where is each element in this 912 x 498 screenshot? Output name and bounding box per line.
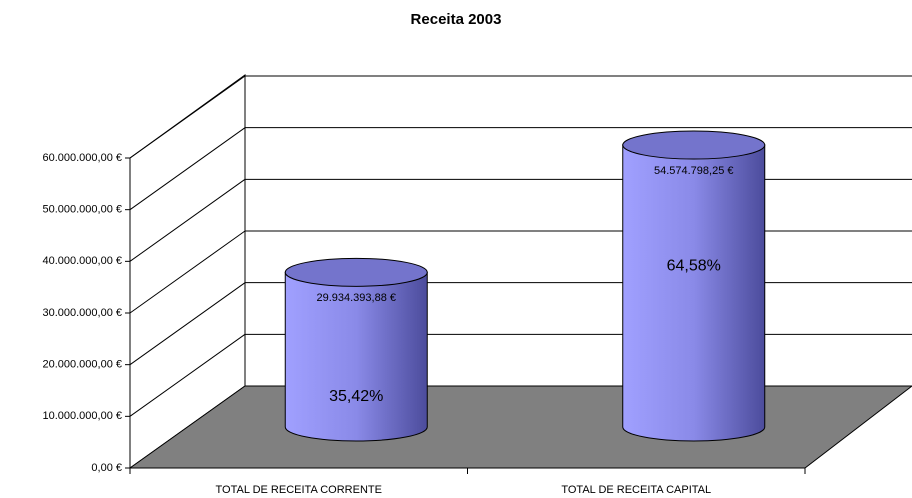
grid-line <box>129 282 246 366</box>
grid-line <box>129 127 246 211</box>
value-label: 54.574.798,25 € <box>654 165 734 177</box>
y-tick-label: 40.000.000,00 € <box>42 255 122 267</box>
percent-label: 35,42% <box>329 388 383 405</box>
bar <box>622 144 766 442</box>
y-tick-label: 0,00 € <box>91 462 122 474</box>
y-tick-label: 50.000.000,00 € <box>42 204 122 216</box>
y-tick-label: 30.000.000,00 € <box>42 307 122 319</box>
x-tick-label: TOTAL DE RECEITA CAPITAL <box>561 484 711 496</box>
x-tick-label: TOTAL DE RECEITA CORRENTE <box>216 484 382 496</box>
grid-line <box>129 178 246 262</box>
bar <box>284 271 428 442</box>
percent-label: 64,58% <box>667 257 721 274</box>
y-tick-label: 60.000.000,00 € <box>42 152 122 164</box>
grid-line <box>129 75 246 159</box>
y-tick-label: 20.000.000,00 € <box>42 359 122 371</box>
y-tick-label: 10.000.000,00 € <box>42 410 122 422</box>
grid-line <box>129 230 246 314</box>
bar-top <box>622 130 766 160</box>
chart-title: Receita 2003 <box>411 11 502 28</box>
floor <box>128 385 912 469</box>
value-label: 29.934.393,88 € <box>316 292 396 304</box>
grid-line <box>129 333 246 417</box>
bar-top <box>284 257 428 287</box>
